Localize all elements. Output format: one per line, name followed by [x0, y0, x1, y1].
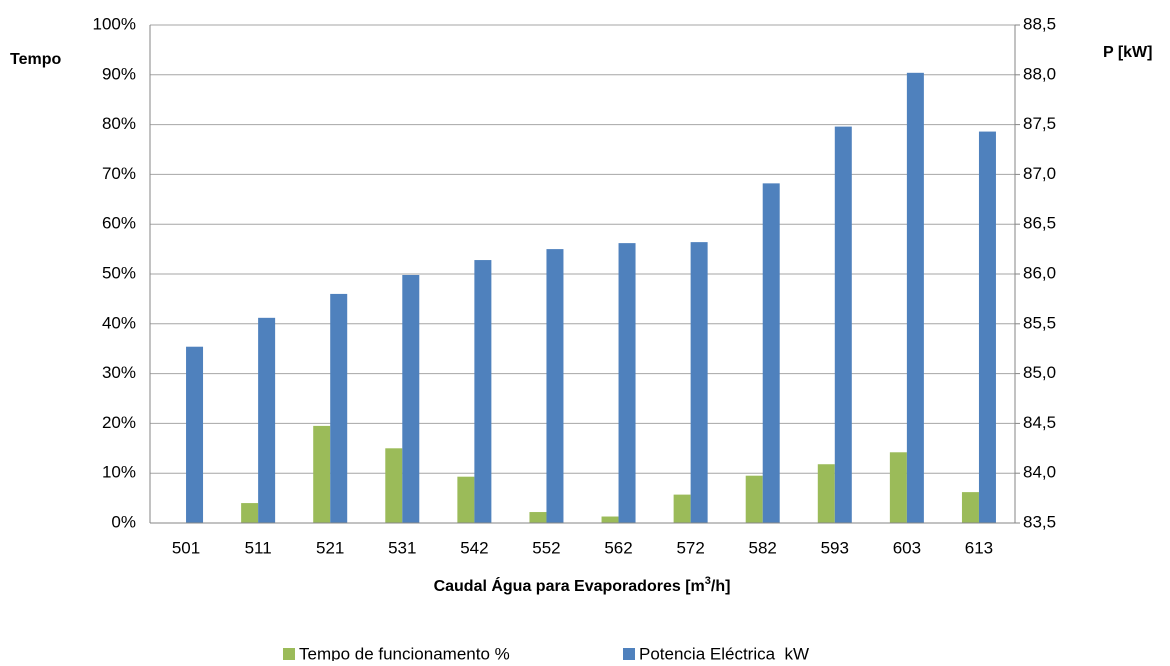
x-tick-label: 542 — [460, 538, 488, 557]
bar — [457, 476, 475, 523]
x-tick-label: 552 — [532, 538, 560, 557]
y-tick-label: 20% — [102, 413, 136, 432]
y2-tick-label: 86,5 — [1023, 214, 1056, 233]
y-tick-label: 0% — [111, 512, 136, 531]
y2-tick-label: 84,5 — [1023, 413, 1056, 432]
bar — [690, 242, 708, 524]
x-tick-label: 603 — [893, 538, 921, 557]
bar — [313, 425, 331, 523]
bar — [889, 452, 907, 523]
bar — [978, 131, 996, 523]
y-axis-title: Tempo — [10, 51, 61, 68]
y2-tick-label: 88,0 — [1023, 64, 1056, 83]
bar — [745, 475, 763, 523]
legend-swatch — [623, 648, 635, 660]
x-tick-label: 562 — [604, 538, 632, 557]
y2-tick-label: 85,0 — [1023, 363, 1056, 382]
bar — [906, 72, 924, 524]
y-tick-label: 30% — [102, 363, 136, 382]
bar — [762, 183, 780, 523]
y2-tick-label: 85,5 — [1023, 313, 1056, 332]
x-tick-label: 593 — [821, 538, 849, 557]
y-tick-label: 50% — [102, 263, 136, 282]
bar — [618, 243, 636, 523]
legend-swatch — [283, 648, 295, 660]
legend-label: Potencia Eléctrica kW — [639, 644, 809, 661]
x-tick-label: 501 — [172, 538, 200, 557]
y-tick-label: 60% — [102, 214, 136, 233]
bar — [330, 293, 348, 523]
y2-tick-label: 87,5 — [1023, 114, 1056, 133]
y-tick-label: 90% — [102, 64, 136, 83]
bar — [601, 516, 619, 523]
x-axis-title-end: /h] — [711, 578, 731, 595]
bar — [834, 126, 852, 523]
bar — [258, 317, 276, 523]
x-tick-label: 572 — [676, 538, 704, 557]
x-axis-title: Caudal Água para Evaporadores [m3/h] — [434, 575, 731, 595]
y-tick-label: 100% — [93, 14, 136, 33]
y2-tick-label: 83,5 — [1023, 512, 1056, 531]
x-tick-label: 613 — [965, 538, 993, 557]
bar — [241, 503, 259, 523]
legend-label: Tempo de funcionamento % — [299, 644, 510, 661]
y-tick-label: 80% — [102, 114, 136, 133]
y-tick-label: 10% — [102, 463, 136, 482]
bar — [474, 260, 492, 523]
bar — [961, 492, 979, 523]
y-tick-label: 70% — [102, 164, 136, 183]
bar — [186, 346, 204, 523]
y2-tick-label: 88,5 — [1023, 14, 1056, 33]
bar — [546, 249, 564, 523]
bar — [402, 274, 420, 523]
y2-axis-title: P [kW] — [1103, 44, 1152, 61]
x-tick-label: 521 — [316, 538, 344, 557]
bar — [817, 464, 835, 523]
y-tick-label: 40% — [102, 313, 136, 332]
y2-tick-label: 86,0 — [1023, 263, 1056, 282]
x-tick-label: 511 — [245, 538, 272, 557]
x-tick-label: 582 — [749, 538, 777, 557]
bar — [529, 512, 547, 523]
x-tick-label: 531 — [388, 538, 416, 557]
bar — [385, 448, 403, 523]
y2-tick-label: 84,0 — [1023, 463, 1056, 482]
bar — [673, 494, 691, 523]
x-axis-title-sup: 3 — [705, 575, 711, 587]
y2-tick-label: 87,0 — [1023, 164, 1056, 183]
x-axis-title-text: Caudal Água para Evaporadores [m — [434, 576, 705, 595]
